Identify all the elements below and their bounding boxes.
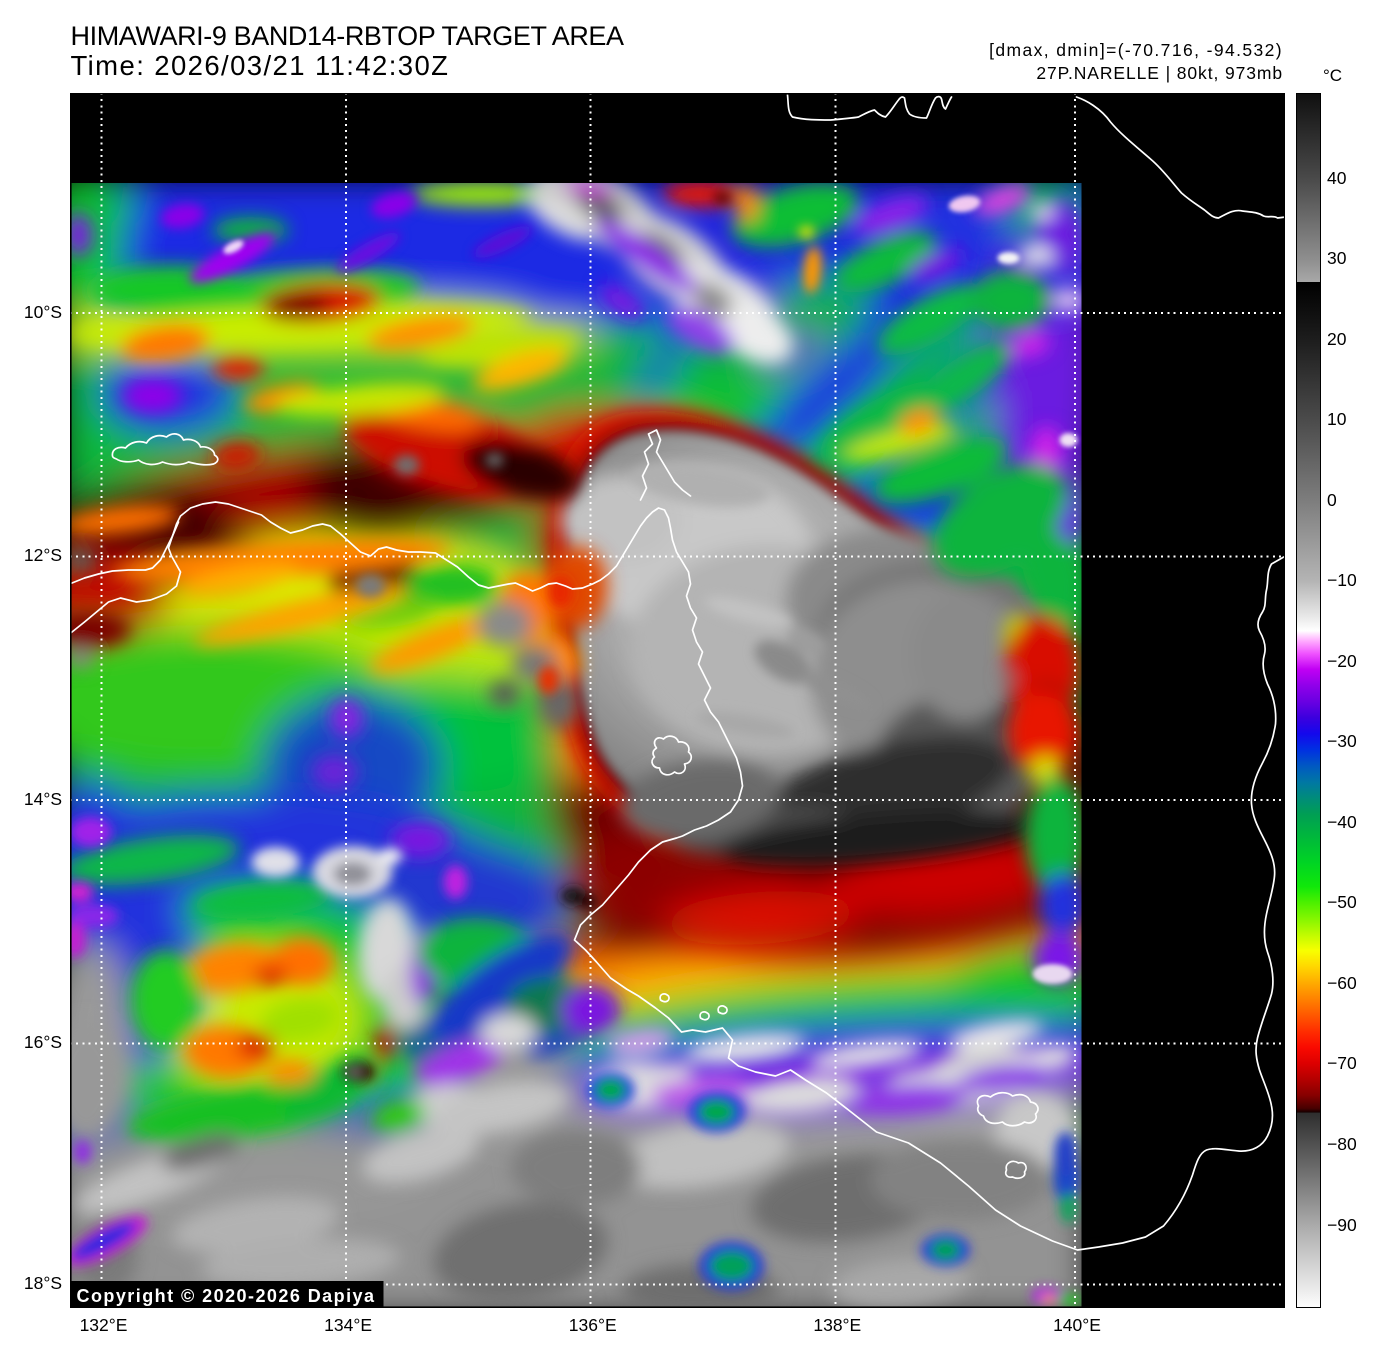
svg-text:Copyright © 2020-2026 Dapiya: Copyright © 2020-2026 Dapiya	[76, 1286, 375, 1306]
